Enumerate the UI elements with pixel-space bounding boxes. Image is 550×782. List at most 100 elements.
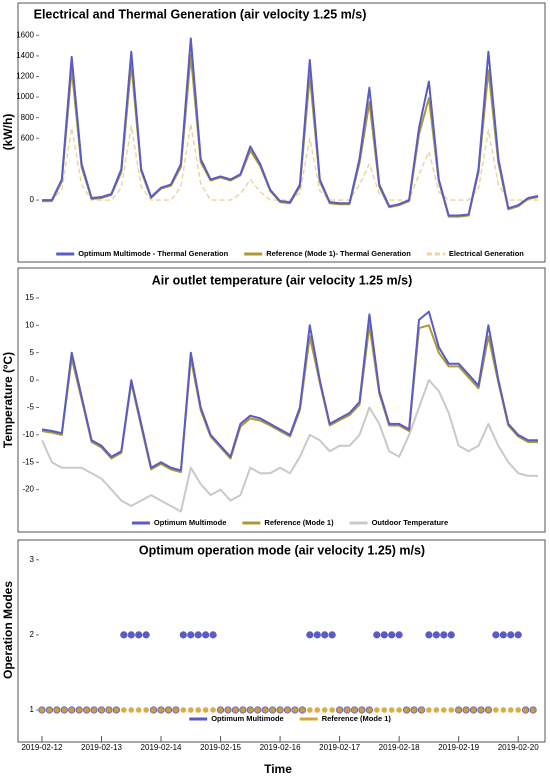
legend-label: Reference (Mode 1)- Thermal Generation	[266, 249, 411, 258]
data-point	[135, 707, 142, 713]
data-point	[142, 631, 150, 639]
data-point	[455, 707, 462, 713]
legend-label: Optimum Multimode	[211, 714, 284, 723]
data-point	[210, 707, 216, 713]
data-point	[344, 707, 350, 713]
data-point	[128, 707, 135, 713]
data-point	[165, 707, 172, 713]
data-point	[54, 707, 60, 713]
data-point	[374, 707, 380, 713]
y-axis-label: Operation Modes	[1, 581, 15, 679]
data-point	[187, 631, 195, 639]
data-point	[514, 631, 522, 639]
data-point	[247, 707, 254, 713]
data-point	[269, 707, 276, 713]
panel-frame	[17, 2, 546, 263]
data-point	[202, 631, 210, 639]
data-point	[380, 631, 388, 639]
data-point	[530, 707, 536, 713]
data-line	[41, 324, 538, 474]
y-axis-label: Temperature (ºC)	[1, 352, 15, 448]
y-tick-label: 800	[21, 113, 35, 122]
data-line	[42, 53, 539, 218]
data-point	[432, 631, 440, 639]
data-point	[113, 707, 120, 713]
y-axis-label: (kW/h)	[1, 114, 15, 151]
x-tick-label: 2019-02-12	[21, 743, 62, 752]
legend: Optimum Multimode Reference (Mode 1) Outdo…	[131, 518, 449, 527]
y-tick-label: 15	[25, 293, 34, 302]
data-point	[418, 707, 425, 713]
y-tick-label: -20	[22, 485, 34, 494]
data-point	[299, 707, 306, 713]
data-line	[41, 310, 538, 472]
y-tick-label: 5	[30, 348, 35, 357]
data-point	[61, 707, 68, 713]
data-point	[425, 631, 433, 639]
data-point	[433, 707, 440, 713]
x-tick-label: 2019-02-18	[379, 743, 420, 752]
legend-label: Optimum Multimode - Thermal Generation	[78, 249, 228, 258]
data-point	[426, 707, 432, 713]
data-point	[328, 631, 336, 639]
data-point	[515, 707, 521, 713]
data-line	[42, 37, 539, 217]
legend-label: Outdoor Temperature	[372, 518, 449, 527]
data-point	[403, 707, 410, 713]
data-point	[173, 707, 179, 713]
data-point	[127, 631, 135, 639]
x-tick-label: 2019-02-15	[200, 743, 241, 752]
data-point	[321, 707, 328, 713]
data-point	[202, 707, 209, 713]
data-point	[388, 707, 395, 713]
y-tick-label: 3	[30, 555, 35, 564]
data-point	[470, 707, 477, 713]
data-point	[411, 707, 417, 713]
data-point	[135, 631, 143, 639]
data-point	[395, 631, 403, 639]
x-tick-label: 2019-02-16	[260, 743, 301, 752]
data-point	[83, 707, 90, 713]
data-point	[478, 707, 484, 713]
legend-label: Electrical Generation	[449, 249, 524, 258]
legend-label: Reference (Mode 1)	[264, 518, 334, 527]
data-point	[440, 707, 447, 713]
y-tick-label: 10	[25, 320, 34, 329]
data-point	[313, 631, 321, 639]
data-point	[195, 707, 202, 713]
legend-label: Optimum Multimode	[154, 518, 227, 527]
data-point	[187, 707, 194, 713]
data-point	[254, 707, 261, 713]
data-point	[39, 707, 45, 713]
x-tick-label: 2019-02-19	[438, 743, 479, 752]
data-point	[388, 631, 396, 639]
y-tick-label: -5	[27, 403, 35, 412]
y-tick-label: 600	[21, 133, 35, 142]
data-point	[150, 707, 157, 713]
data-point	[106, 707, 112, 713]
data-line	[42, 123, 538, 201]
data-point	[209, 631, 217, 639]
data-point	[447, 631, 455, 639]
data-point	[98, 707, 105, 713]
data-point	[240, 707, 246, 713]
y-tick-label: 1600	[16, 30, 34, 39]
x-tick-label: 2019-02-20	[498, 743, 539, 752]
legend: Optimum Multimode Reference (Mode 1)	[189, 714, 391, 723]
data-point	[396, 707, 402, 713]
y-tick-label: -15	[22, 457, 34, 466]
y-tick-label: 2	[30, 630, 35, 639]
y-tick-label: 1000	[16, 92, 34, 101]
legend-label: Reference (Mode 1)	[322, 714, 392, 723]
data-point	[329, 707, 335, 713]
data-point	[366, 707, 373, 713]
data-point	[292, 707, 298, 713]
y-tick-label: 1200	[16, 72, 34, 81]
data-point	[448, 707, 455, 713]
panel-frame	[17, 539, 546, 743]
data-point	[463, 707, 469, 713]
data-point	[76, 707, 82, 713]
data-point	[381, 707, 388, 713]
data-point	[232, 707, 239, 713]
